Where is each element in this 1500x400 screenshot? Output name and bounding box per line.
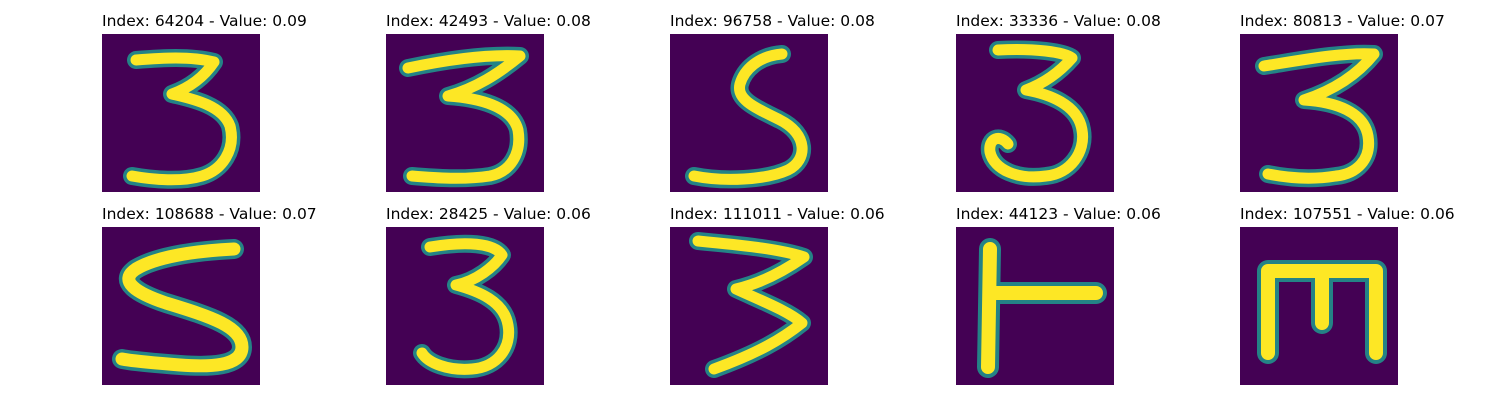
- panel-6: Index: 108688 - Value: 0.07: [102, 205, 317, 385]
- panel-2: Index: 42493 - Value: 0.08: [386, 12, 591, 192]
- panel-10: Index: 107551 - Value: 0.06: [1240, 205, 1455, 385]
- digit-image: [1240, 34, 1398, 192]
- panel-title: Index: 80813 - Value: 0.07: [1240, 12, 1445, 30]
- panel-8: Index: 111011 - Value: 0.06: [670, 205, 885, 385]
- panel-title: Index: 108688 - Value: 0.07: [102, 205, 317, 223]
- panel-title: Index: 33336 - Value: 0.08: [956, 12, 1161, 30]
- digit-image: [386, 34, 544, 192]
- digit-image: [956, 34, 1114, 192]
- panel-title: Index: 96758 - Value: 0.08: [670, 12, 875, 30]
- digit-image: [670, 227, 828, 385]
- panel-title: Index: 28425 - Value: 0.06: [386, 205, 591, 223]
- letter-image: [1240, 227, 1398, 385]
- panel-title: Index: 64204 - Value: 0.09: [102, 12, 307, 30]
- panel-9: Index: 44123 - Value: 0.06: [956, 205, 1161, 385]
- panel-title: Index: 111011 - Value: 0.06: [670, 205, 885, 223]
- digit-image: [386, 227, 544, 385]
- panel-3: Index: 96758 - Value: 0.08: [670, 12, 875, 192]
- panel-4: Index: 33336 - Value: 0.08: [956, 12, 1161, 192]
- letter-image: [956, 227, 1114, 385]
- digit-image: [102, 227, 260, 385]
- panel-title: Index: 42493 - Value: 0.08: [386, 12, 591, 30]
- panel-title: Index: 107551 - Value: 0.06: [1240, 205, 1455, 223]
- panel-title: Index: 44123 - Value: 0.06: [956, 205, 1161, 223]
- panel-1: Index: 64204 - Value: 0.09: [102, 12, 307, 192]
- panel-7: Index: 28425 - Value: 0.06: [386, 205, 591, 385]
- panel-5: Index: 80813 - Value: 0.07: [1240, 12, 1445, 192]
- digit-image: [670, 34, 828, 192]
- digit-image: [102, 34, 260, 192]
